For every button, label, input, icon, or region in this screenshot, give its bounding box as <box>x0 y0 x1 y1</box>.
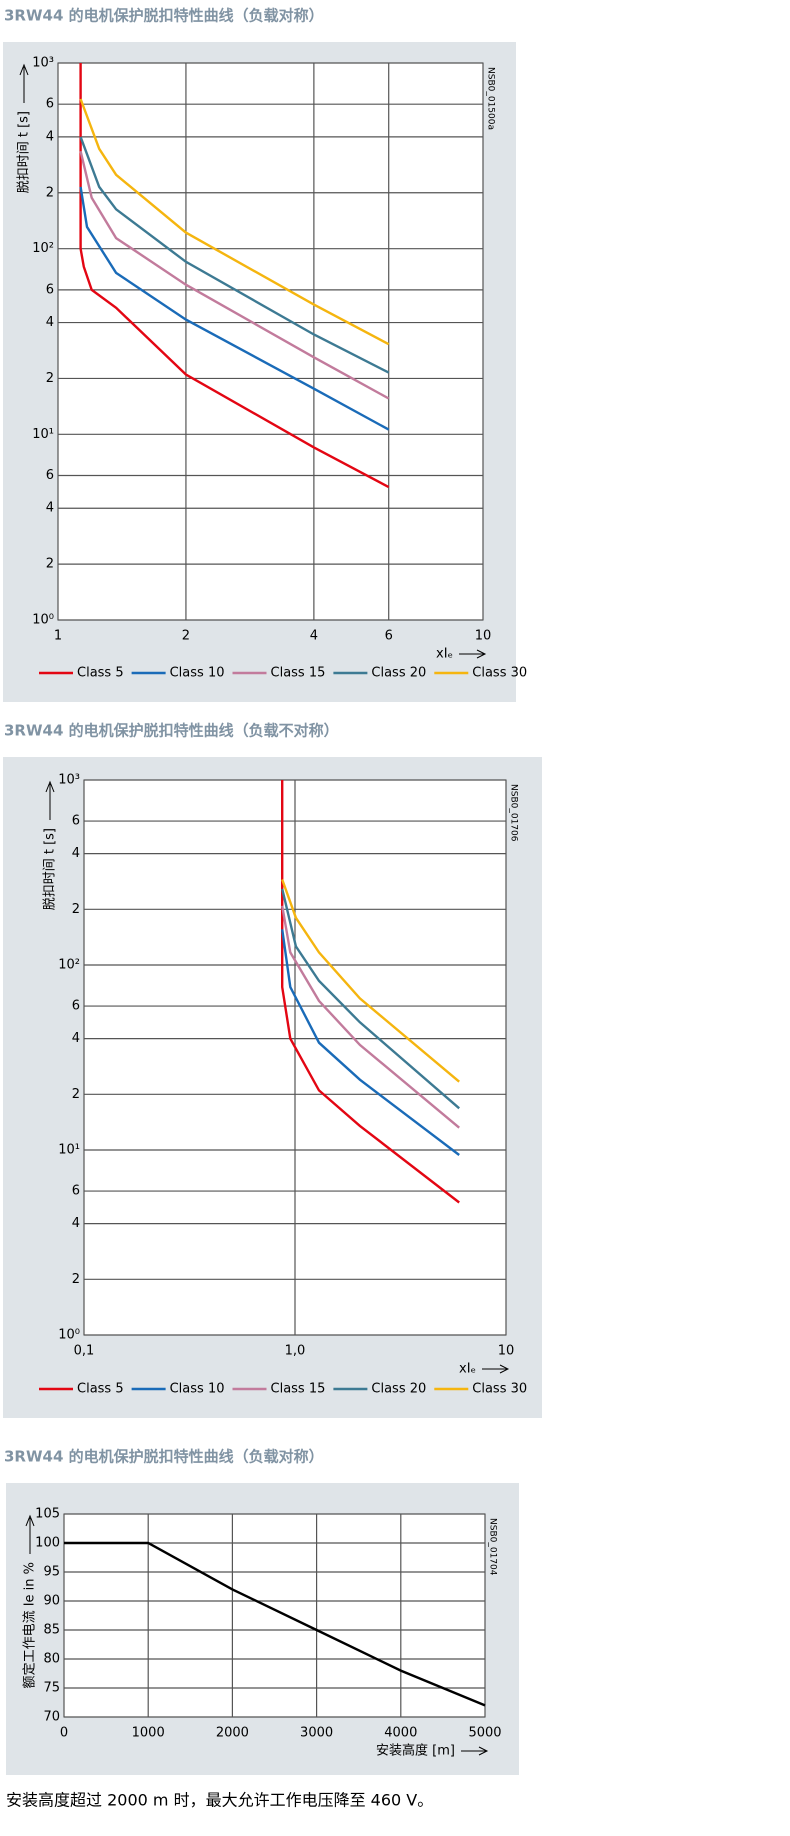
x-tick-label: 3000 <box>300 1726 333 1741</box>
y-axis-label: 脱扣时间 t [s] <box>17 111 32 193</box>
series-line <box>281 905 460 1129</box>
chart-title: 3RW44 的电机保护脱扣特性曲线（负载对称） <box>4 1448 324 1466</box>
y-tick-label: 6 <box>72 814 80 829</box>
plot-area <box>57 62 484 621</box>
series-line <box>281 879 460 1083</box>
x-tick-label: 4 <box>310 629 318 644</box>
series-line <box>79 150 390 400</box>
y-tick-label: 70 <box>43 1710 60 1725</box>
series-line <box>79 98 390 346</box>
legend-label: Class 10 <box>170 1382 225 1397</box>
legend-label: Class 15 <box>271 666 326 681</box>
x-tick-label: 4000 <box>384 1726 417 1741</box>
series-line <box>79 136 390 374</box>
y-tick-label: 10² <box>58 958 80 973</box>
x-axis-label: xIₑ <box>436 647 453 662</box>
series-line <box>281 888 460 1110</box>
y-tick-label: 6 <box>72 999 80 1014</box>
y-tick-label: 10⁰ <box>32 613 54 628</box>
y-tick-label: 10³ <box>58 773 80 788</box>
x-tick-label: 10 <box>498 1344 515 1359</box>
chart-code: NSB0_01500a <box>486 67 496 130</box>
x-tick-label: 0,1 <box>74 1344 95 1359</box>
chart-title: 3RW44 的电机保护脱扣特性曲线（负载对称） <box>4 7 324 25</box>
y-tick-label: 6 <box>72 1184 80 1199</box>
y-tick-label: 6 <box>46 97 54 112</box>
legend-label: Class 5 <box>77 1382 124 1397</box>
chart-code: NSB0_01706 <box>509 784 519 842</box>
y-tick-label: 4 <box>72 846 80 861</box>
y-tick-label: 2 <box>72 1087 80 1102</box>
y-axis-label: 脱扣时间 t [s] <box>43 828 58 910</box>
y-tick-label: 90 <box>43 1594 60 1609</box>
x-axis-label: xIₑ <box>459 1362 476 1377</box>
x-tick-label: 1 <box>54 629 62 644</box>
y-tick-label: 6 <box>46 468 54 483</box>
chart-code: NSB0_01704 <box>488 1518 498 1576</box>
y-tick-label: 10¹ <box>32 427 54 442</box>
series-line <box>79 186 390 431</box>
legend-label: Class 5 <box>77 666 124 681</box>
legend-label: Class 10 <box>170 666 225 681</box>
y-tick-label: 10³ <box>32 56 54 71</box>
axis-arrow <box>461 1746 489 1756</box>
y-tick-label: 2 <box>72 902 80 917</box>
series-line <box>64 1541 486 1707</box>
legend-label: Class 20 <box>371 1382 426 1397</box>
series-line <box>281 780 460 1204</box>
y-tick-label: 75 <box>43 1681 60 1696</box>
axis-arrow <box>25 1514 35 1554</box>
y-tick-label: 6 <box>46 282 54 297</box>
legend-label: Class 15 <box>271 1382 326 1397</box>
legend-label: Class 30 <box>472 1382 527 1397</box>
note: 安装高度超过 2000 m 时，最大允许工作电压降至 460 V。 <box>6 1791 433 1810</box>
y-tick-label: 2 <box>72 1272 80 1287</box>
x-tick-label: 10 <box>475 629 492 644</box>
x-tick-label: 5000 <box>468 1726 501 1741</box>
x-axis-label: 安装高度 [m] <box>376 1743 455 1759</box>
x-tick-label: 1,0 <box>285 1344 306 1359</box>
legend-label: Class 20 <box>371 666 426 681</box>
y-tick-label: 2 <box>46 557 54 572</box>
y-tick-label: 10⁰ <box>58 1328 80 1343</box>
legend-label: Class 30 <box>472 666 527 681</box>
y-tick-label: 95 <box>43 1565 60 1580</box>
y-tick-label: 85 <box>43 1623 60 1638</box>
plot-area <box>63 1513 486 1718</box>
y-tick-label: 4 <box>72 1031 80 1046</box>
series-line <box>281 929 460 1156</box>
series-line <box>79 63 390 489</box>
axis-arrow <box>45 780 55 820</box>
x-tick-label: 6 <box>385 629 393 644</box>
axis-arrow <box>482 1364 510 1374</box>
axis-arrow <box>459 649 487 659</box>
x-tick-label: 1000 <box>132 1726 165 1741</box>
y-axis-label: 额定工作电流 Ie in % <box>23 1562 38 1688</box>
x-tick-label: 2 <box>182 629 190 644</box>
y-tick-label: 2 <box>46 185 54 200</box>
y-tick-label: 80 <box>43 1652 60 1667</box>
y-tick-label: 105 <box>35 1507 60 1522</box>
y-tick-label: 4 <box>46 501 54 516</box>
y-tick-label: 4 <box>72 1216 80 1231</box>
chart-title: 3RW44 的电机保护脱扣特性曲线（负载不对称） <box>4 722 339 740</box>
axis-arrow <box>19 63 29 103</box>
y-tick-label: 2 <box>46 371 54 386</box>
y-tick-label: 4 <box>46 129 54 144</box>
y-tick-label: 10¹ <box>58 1143 80 1158</box>
y-tick-label: 100 <box>35 1536 60 1551</box>
y-tick-label: 10² <box>32 241 54 256</box>
x-tick-label: 0 <box>60 1726 68 1741</box>
y-tick-label: 4 <box>46 315 54 330</box>
x-tick-label: 2000 <box>216 1726 249 1741</box>
